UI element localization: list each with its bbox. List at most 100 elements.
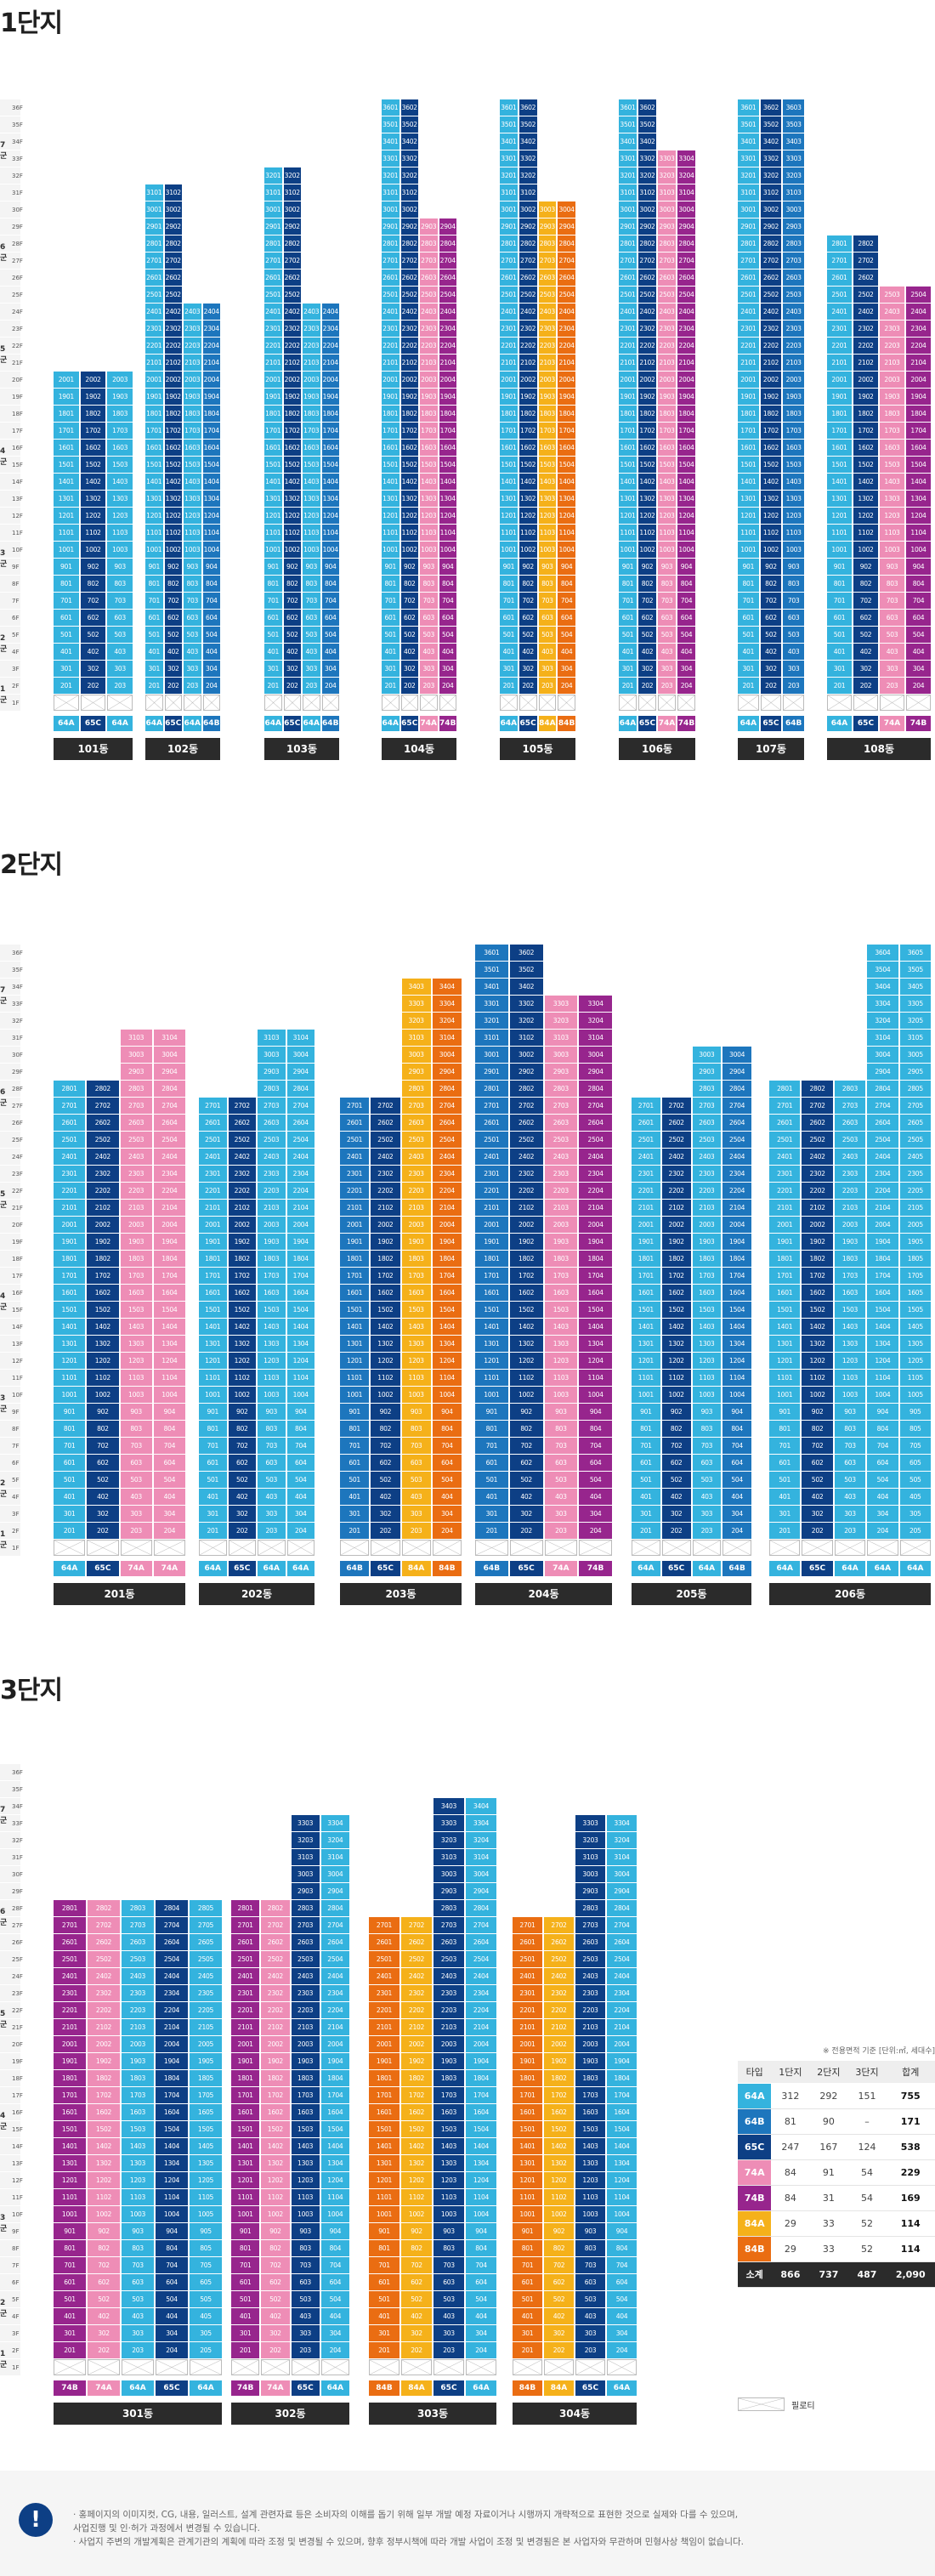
unit-cell: 2202	[400, 338, 418, 354]
unit-cell: 2601	[340, 1115, 370, 1131]
unit-cell: 904	[722, 1404, 751, 1420]
unit-cell: 2703	[544, 1098, 578, 1114]
unit-cell: 3501	[382, 116, 400, 133]
unit-cell: 2003	[538, 372, 557, 388]
floor-label: 14F	[0, 1319, 23, 1336]
unit-cell: 3203	[401, 1013, 431, 1029]
unit-cell: 1604	[202, 440, 220, 456]
unit-cell: 2002	[544, 2036, 574, 2052]
unit-cell: 1104	[153, 1370, 185, 1386]
unit-cell: 1601	[199, 1285, 227, 1301]
unit-cell: 401	[738, 644, 759, 660]
unit-cell: 2202	[509, 1183, 543, 1199]
unit-cell: 2904	[867, 1064, 898, 1080]
floor-label: 16F	[0, 2104, 23, 2121]
unit-cell: 1004	[722, 1387, 751, 1403]
unit-cell: 2004	[286, 1217, 314, 1233]
unit-cell: 902	[87, 1404, 119, 1420]
unit-cell: 1402	[164, 474, 182, 490]
unit-cell: 401	[500, 644, 518, 660]
unit-cell: 1503	[258, 1302, 286, 1318]
unit-cell: 1604	[321, 440, 339, 456]
unit-cell: 901	[827, 559, 852, 575]
unit-cell: 1302	[80, 491, 106, 507]
unit-cell: 2203	[658, 338, 676, 354]
unit-cell: 303	[834, 1506, 866, 1522]
unit-cell: 1804	[156, 2070, 188, 2086]
unit-cell: 604	[558, 610, 575, 626]
unit-cell: 1501	[475, 1302, 508, 1318]
unit-cell: 702	[88, 2257, 120, 2273]
unit-cell: 1804	[439, 406, 456, 422]
unit-cell: 3103	[544, 1030, 578, 1046]
unit-type-tag: 74A	[420, 716, 438, 731]
summary-type-cell: 64A	[738, 2083, 772, 2109]
unit-cell: 803	[291, 2240, 320, 2256]
unit-cell: 904	[153, 1404, 185, 1420]
unit-type-tag: 74B	[439, 716, 456, 731]
unit-cell: 1102	[544, 2189, 574, 2205]
unit-cell: 1804	[867, 1251, 898, 1267]
unit-cell: 2404	[153, 1149, 185, 1165]
unit-cell: 2403	[880, 304, 904, 320]
unit-cell: 504	[677, 627, 695, 643]
unit-cell: 404	[439, 644, 456, 660]
pilotis-cell	[906, 695, 931, 711]
unit-cell: 502	[509, 1472, 543, 1488]
unit-cell: 3202	[509, 1013, 543, 1029]
unit-cell: 1603	[434, 2104, 464, 2120]
unit-cell: 2504	[286, 1132, 314, 1148]
unit-cell: 2701	[54, 1098, 86, 1114]
unit-cell: 1302	[802, 1336, 833, 1352]
pilotis-cell	[802, 1540, 833, 1556]
unit-cell: 303	[692, 1506, 722, 1522]
unit-cell: 2401	[500, 304, 518, 320]
summary-total: 114	[886, 2236, 935, 2262]
unit-cell: 3602	[760, 99, 782, 116]
unit-cell: 1302	[638, 491, 656, 507]
unit-cell: 2301	[769, 1166, 801, 1182]
unit-cell: 3302	[509, 996, 543, 1012]
unit-cell: 1801	[513, 2070, 542, 2086]
floor-label: 20F	[0, 372, 23, 389]
unit-cell: 901	[369, 2223, 400, 2239]
unit-type-tag: 64B	[783, 716, 804, 731]
unit-cell: 1204	[607, 2172, 637, 2188]
unit-cell: 1202	[371, 1353, 400, 1369]
unit-cell: 2001	[54, 2036, 86, 2052]
unit-cell: 2602	[164, 270, 182, 286]
floor-label: 29F	[0, 1064, 23, 1081]
unit-cell: 1502	[661, 1302, 691, 1318]
floor-group-label: 4군	[0, 1291, 8, 1312]
unit-cell: 2704	[156, 1917, 188, 1933]
unit-cell: 1804	[321, 406, 339, 422]
unit-cell: 504	[867, 1472, 898, 1488]
unit-cell: 3002	[164, 201, 182, 218]
pilotis-cell	[120, 1540, 152, 1556]
unit-cell: 703	[783, 593, 804, 609]
unit-cell: 601	[382, 610, 400, 626]
unit-cell: 2904	[286, 1064, 314, 1080]
unit-cell: 404	[153, 1489, 185, 1505]
unit-cell: 2602	[371, 1115, 400, 1131]
unit-cell: 704	[286, 1438, 314, 1454]
unit-cell: 2302	[88, 1985, 120, 2001]
unit-cell: 1601	[738, 440, 759, 456]
unit-cell: 2402	[401, 1968, 432, 1984]
unit-cell: 1201	[827, 508, 852, 524]
unit-cell: 2704	[607, 1917, 637, 1933]
unit-cell: 3405	[899, 979, 931, 995]
unit-cell: 1802	[88, 2070, 120, 2086]
unit-cell: 1602	[164, 440, 182, 456]
unit-cell: 2903	[291, 1883, 320, 1899]
unit-cell: 2703	[575, 1917, 605, 1933]
unit-cell: 1603	[291, 2104, 320, 2120]
pilotis-cell	[544, 2359, 574, 2375]
pilotis-cell	[558, 695, 575, 711]
unit-cell: 703	[544, 1438, 578, 1454]
unit-cell: 2104	[202, 355, 220, 371]
unit-cell: 1102	[853, 525, 878, 541]
unit-cell: 1002	[261, 2206, 290, 2222]
unit-cell: 2301	[54, 1985, 86, 2001]
floor-label: 34F	[0, 1798, 23, 1815]
